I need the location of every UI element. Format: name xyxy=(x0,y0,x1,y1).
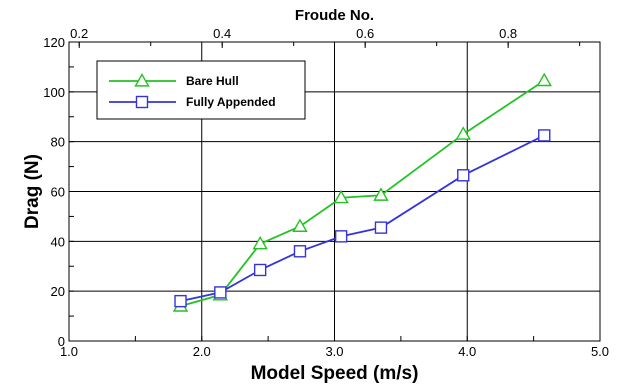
legend-label: Fully Appended xyxy=(186,95,276,109)
y-tick-label: 20 xyxy=(51,284,65,299)
x2-tick-label: 0.6 xyxy=(356,26,374,41)
x-tick-label: 2.0 xyxy=(193,344,211,359)
series-line xyxy=(180,79,545,307)
series-line xyxy=(180,134,545,303)
legend-label: Bare Hull xyxy=(186,74,239,88)
data-point xyxy=(538,129,551,142)
series-layer xyxy=(172,72,552,312)
data-point xyxy=(536,72,552,87)
y-tick-label: 60 xyxy=(51,185,65,200)
x2-axis-title: Froude No. xyxy=(295,7,374,24)
legend-item: Bare Hull xyxy=(109,73,239,88)
data-point xyxy=(334,230,348,243)
data-point xyxy=(253,263,267,277)
x-axis-title: Model Speed (m/s) xyxy=(251,363,419,384)
data-point xyxy=(174,294,187,308)
plot-frame xyxy=(68,41,601,342)
tick-labels: 1.0 2.0 3.0 4.0 5.0 0 20 40 60 80 100 120 0.2 0.4 0.6 0… xyxy=(43,26,609,359)
data-point xyxy=(214,286,227,299)
x-tick-label: 1.0 xyxy=(60,344,78,359)
x-tick-label: 4.0 xyxy=(458,344,476,359)
data-point xyxy=(252,235,268,250)
y-tick-label: 0 xyxy=(58,334,65,349)
y-tick-label: 80 xyxy=(51,135,65,150)
data-point xyxy=(373,187,389,201)
x2-tick-label: 0.8 xyxy=(499,26,517,41)
y-tick-label: 40 xyxy=(51,234,65,249)
x-tick-label: 5.0 xyxy=(591,344,609,359)
y-axis-title: Drag (N) xyxy=(22,154,43,229)
legend-marker xyxy=(134,73,150,87)
x-tick-label: 3.0 xyxy=(325,344,343,359)
y-tick-label: 100 xyxy=(43,85,65,100)
data-point xyxy=(455,126,471,140)
data-point xyxy=(457,169,470,182)
legend: Bare Hull Fully Appended xyxy=(96,60,306,120)
legend-box xyxy=(96,60,306,120)
data-point xyxy=(292,218,308,232)
x2-tick-label: 0.4 xyxy=(213,26,231,41)
y-tick-label: 120 xyxy=(43,35,65,50)
legend-marker xyxy=(135,95,149,109)
legend-item: Fully Appended xyxy=(109,95,276,109)
data-point xyxy=(293,245,307,258)
data-point xyxy=(374,221,388,234)
x2-tick-label: 0.2 xyxy=(70,26,88,41)
data-point xyxy=(333,189,349,204)
series-square xyxy=(174,129,551,308)
